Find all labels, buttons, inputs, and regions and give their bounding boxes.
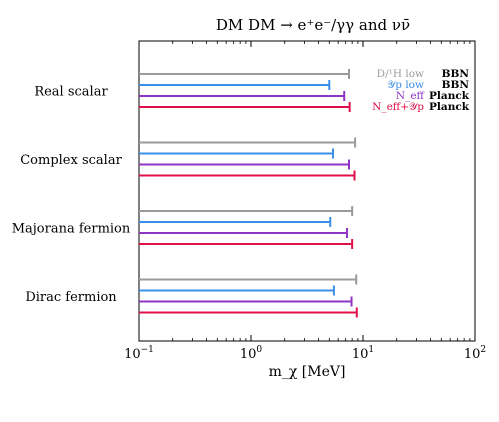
x-axis-ticks: 10−1 100 101 102: [124, 41, 486, 362]
legend: D/¹H low BBN 𝒴p low BBN N_eff Planck N_eff+𝒴p P…: [372, 68, 470, 113]
category-labels: Real scalar Complex scalar Majorana fermio…: [12, 85, 131, 306]
tick-label: 102: [464, 345, 486, 362]
legend-entry: 𝒴p low: [387, 79, 424, 91]
legend-entry: N_eff: [396, 90, 426, 102]
category-label: Majorana fermion: [12, 222, 131, 237]
legend-tag: BBN: [442, 79, 470, 91]
tick-label: 10−1: [124, 345, 154, 362]
x-axis-label: m_χ [MeV]: [269, 364, 346, 380]
legend-tag: BBN: [442, 68, 470, 80]
legend-entry: D/¹H low: [377, 68, 424, 80]
category-label: Dirac fermion: [25, 290, 117, 305]
legend-tag: Planck: [429, 90, 470, 102]
tick-label: 101: [352, 345, 374, 362]
tick-label: 100: [240, 345, 263, 362]
category-label: Real scalar: [34, 85, 108, 100]
bars: [139, 69, 358, 318]
chart-title: DM DM → e⁺e⁻/γγ and νν̄: [216, 16, 410, 34]
legend-tag: Planck: [429, 101, 470, 113]
plot-frame: [138, 40, 476, 342]
legend-entry: N_eff+𝒴p: [372, 101, 424, 113]
category-label: Complex scalar: [20, 153, 122, 168]
